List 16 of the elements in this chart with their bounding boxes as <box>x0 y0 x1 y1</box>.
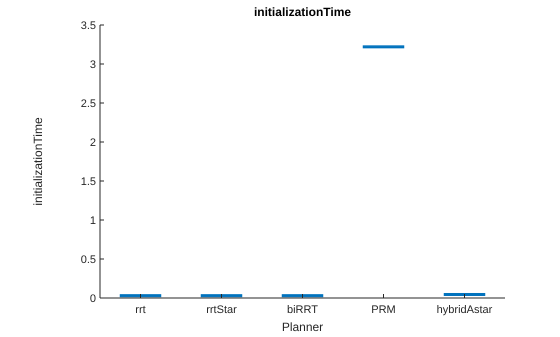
x-tick-label: rrt <box>135 304 146 316</box>
y-tick-label: 3 <box>90 58 96 71</box>
y-tick-label: 3.5 <box>80 20 96 32</box>
y-tick-label: 0 <box>90 292 96 305</box>
x-tick-label: rrtStar <box>206 304 238 316</box>
y-tick-label: 1.5 <box>80 176 96 188</box>
y-tick-label: 1 <box>90 214 96 227</box>
y-axis-title: initializationTime <box>31 117 45 206</box>
y-tick-label: 2.5 <box>80 98 96 110</box>
chart-title: initializationTime <box>254 5 352 19</box>
y-tick-label: 2 <box>90 136 96 149</box>
x-tick-label: hybridAstar <box>436 304 493 316</box>
x-tick-label: biRRT <box>287 304 318 316</box>
x-tick-label: PRM <box>371 304 396 316</box>
x-axis-title: Planner <box>282 320 324 334</box>
y-tick-label: 0.5 <box>80 254 96 266</box>
